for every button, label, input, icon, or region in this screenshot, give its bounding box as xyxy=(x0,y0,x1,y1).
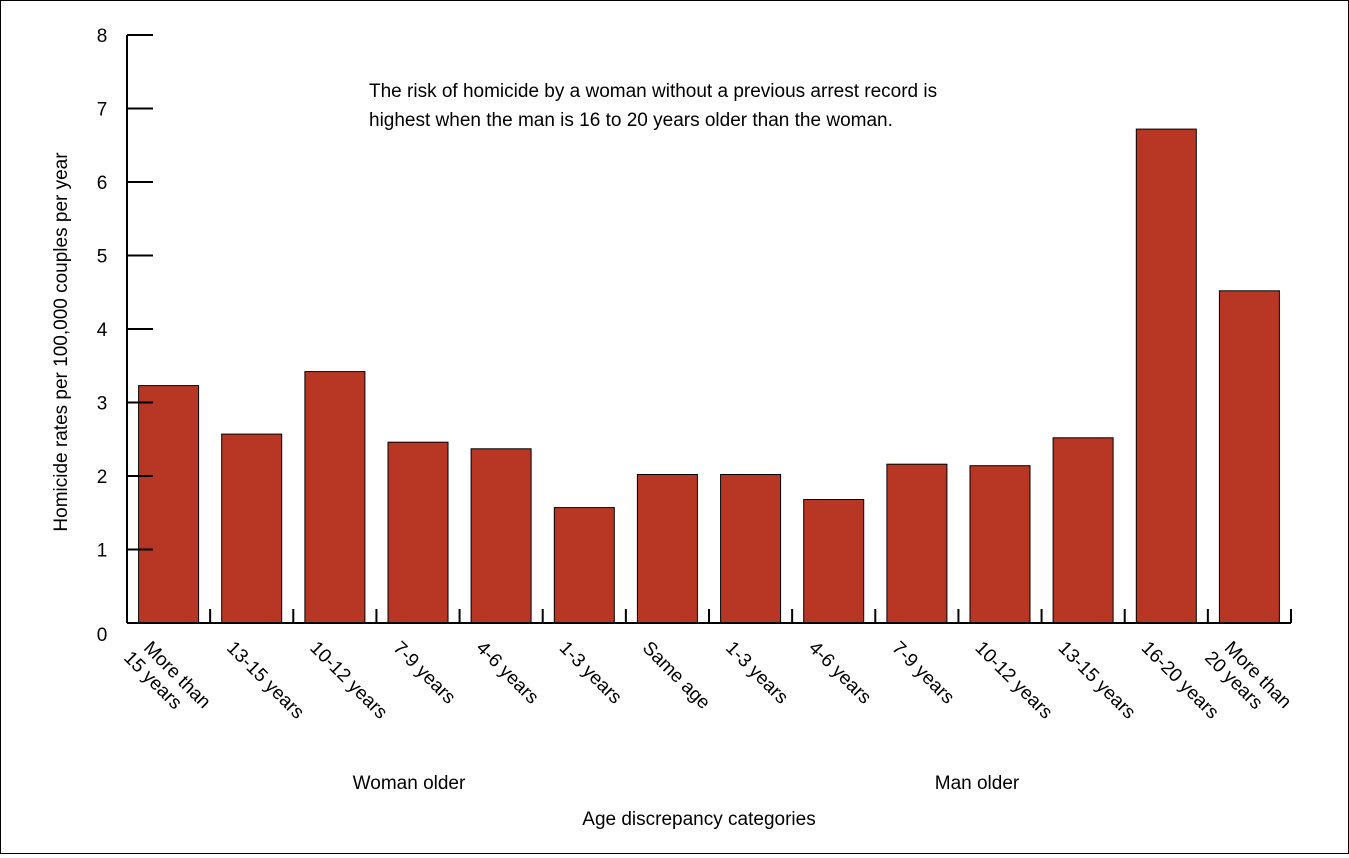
bar xyxy=(553,507,615,624)
x-tick-label-line: 13-15 years xyxy=(1054,638,1140,724)
bar xyxy=(221,433,283,624)
bar xyxy=(470,448,532,624)
chart-annotation: The risk of homicide by a woman without … xyxy=(369,81,938,131)
x-tick-label-line: 7-9 years xyxy=(389,638,460,709)
x-tick-label: 7-9 years xyxy=(887,638,958,709)
x-tick-label-line: 4-6 years xyxy=(804,638,875,709)
y-tick-label: 2 xyxy=(97,467,108,488)
x-tick-label-line: 13-15 years xyxy=(222,638,308,724)
x-tick-label: 10-12 years xyxy=(305,638,391,724)
x-axis-label: Age discrepancy categories xyxy=(582,809,815,830)
y-tick-label: 0 xyxy=(97,625,108,646)
y-ticks-group: 0 1 2 3 4 5 6 7 8 xyxy=(97,26,153,646)
x-tick-label-line: 10-12 years xyxy=(305,638,391,724)
bar xyxy=(720,474,782,624)
y-tick-label: 1 xyxy=(97,541,108,562)
x-tick-label-line: 10-12 years xyxy=(971,638,1057,724)
x-tick-label: 13-15 years xyxy=(222,638,308,724)
x-tick-label: 13-15 years xyxy=(1054,638,1140,724)
x-tick-label-line: 1-3 years xyxy=(555,638,626,709)
bar xyxy=(387,441,449,624)
x-tick-label-line: 4-6 years xyxy=(472,638,543,709)
bar xyxy=(886,463,948,624)
x-tick-label: 1-3 years xyxy=(555,638,626,709)
x-tick-label: 1-3 years xyxy=(721,638,792,709)
bar xyxy=(138,385,200,624)
x-tick-label: 16-20 years xyxy=(1137,638,1223,724)
x-tick-label-line: 7-9 years xyxy=(887,638,958,709)
y-tick-label: 3 xyxy=(97,394,108,415)
x-tick-label-line: 1-3 years xyxy=(721,638,792,709)
y-tick-label: 5 xyxy=(97,247,108,268)
bar xyxy=(1135,128,1197,624)
bar xyxy=(304,371,366,624)
group-label-woman-older: Woman older xyxy=(353,773,466,794)
bar xyxy=(1218,290,1280,624)
y-tick-label: 8 xyxy=(97,26,108,47)
x-tick-label: 7-9 years xyxy=(389,638,460,709)
x-tick-label: 10-12 years xyxy=(971,638,1057,724)
x-tick-label: Same age xyxy=(638,638,714,714)
bars-group xyxy=(138,128,1280,624)
bar xyxy=(1052,437,1114,624)
y-tick-label: 6 xyxy=(97,173,108,194)
bar xyxy=(803,499,865,624)
x-tick-label-line: Same age xyxy=(638,638,714,714)
x-ticks-group xyxy=(126,609,1292,623)
group-label-man-older: Man older xyxy=(935,773,1020,794)
x-tick-label-line: 16-20 years xyxy=(1137,638,1223,724)
bar xyxy=(969,465,1031,624)
x-tick-label: 4-6 years xyxy=(804,638,875,709)
y-axis-label: Homicide rates per 100,000 couples per y… xyxy=(51,152,72,532)
bar xyxy=(636,474,698,624)
y-tick-label: 7 xyxy=(97,100,108,121)
x-tick-label: More than15 years xyxy=(119,633,214,728)
y-tick-label: 4 xyxy=(97,320,108,341)
x-tick-label: 4-6 years xyxy=(472,638,543,709)
